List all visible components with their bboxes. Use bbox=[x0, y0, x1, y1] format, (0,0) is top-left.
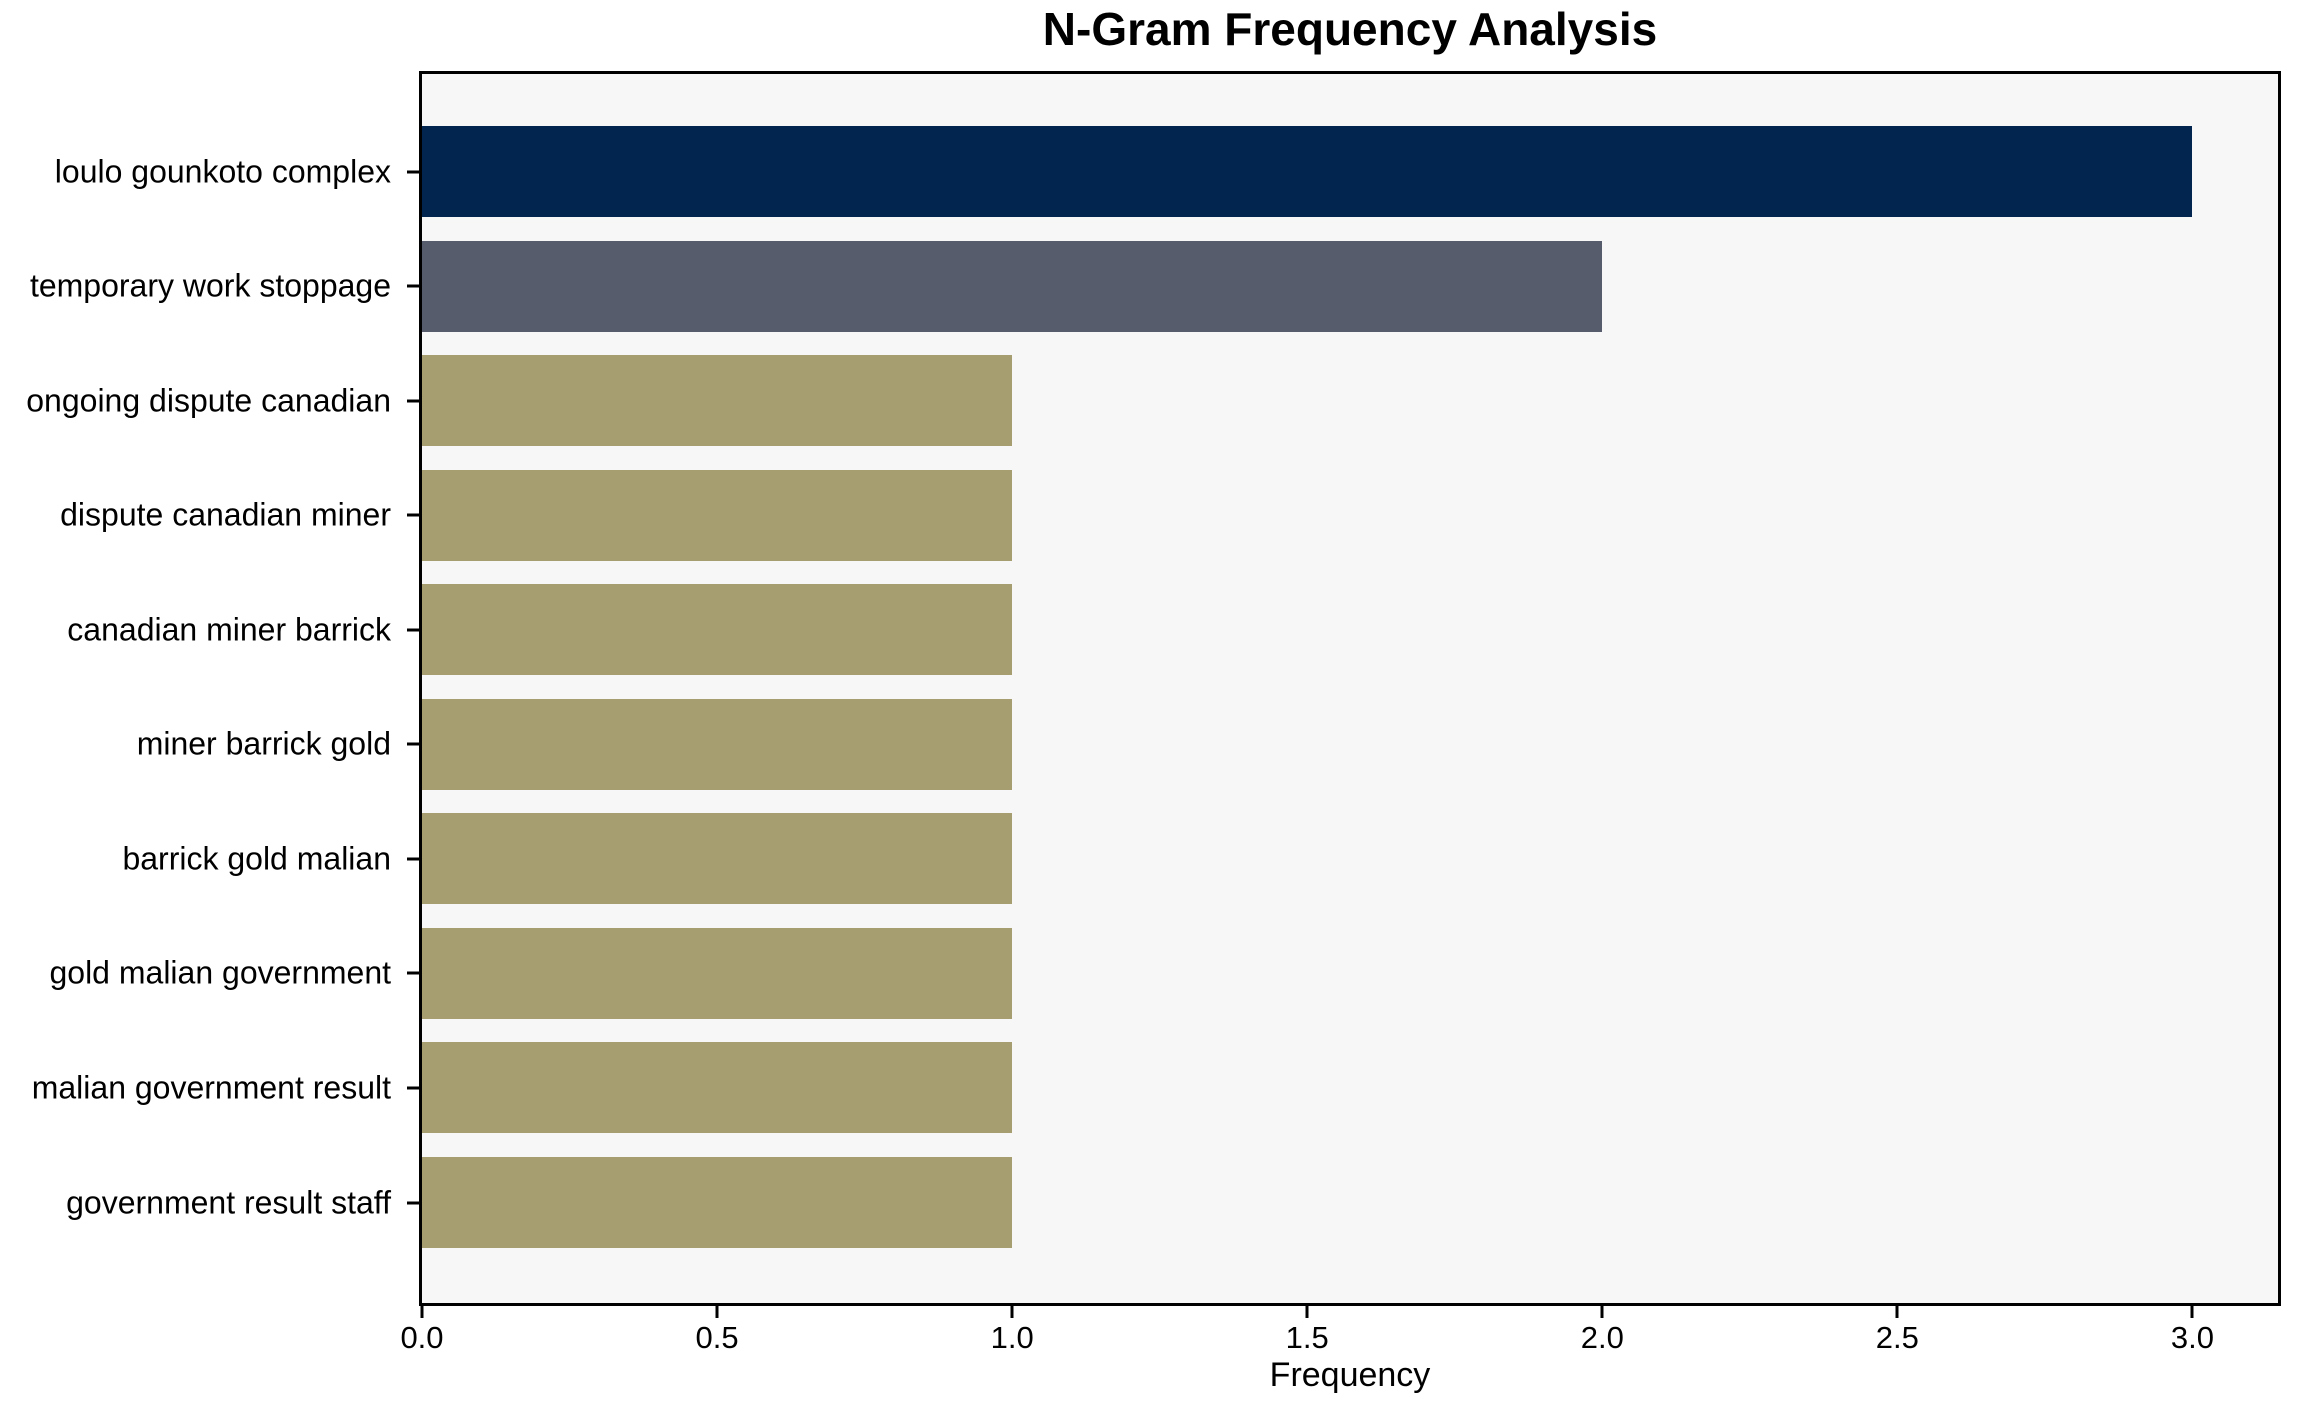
x-tick-mark bbox=[715, 1306, 719, 1318]
bar-canadian-miner-barrick bbox=[422, 584, 1013, 676]
y-tick-mark bbox=[407, 628, 419, 632]
x-tick-label: 0.0 bbox=[400, 1320, 444, 1355]
x-axis-title: Frequency bbox=[1269, 1356, 1431, 1394]
bar-gold-malian-government bbox=[422, 927, 1013, 1019]
y-tick-label: loulo gounkoto complex bbox=[54, 153, 391, 189]
bar-miner-barrick-gold bbox=[422, 698, 1013, 790]
y-tick-mark bbox=[407, 971, 419, 975]
x-tick-mark bbox=[1010, 1306, 1014, 1318]
bar-barrick-gold-malian bbox=[422, 813, 1013, 905]
y-tick-mark bbox=[407, 742, 419, 746]
y-axis-tick-marks bbox=[407, 74, 419, 1303]
y-tick-label: malian government result bbox=[31, 1069, 391, 1106]
y-tick-label: ongoing dispute canadian bbox=[26, 382, 391, 419]
y-tick-label: temporary work stoppage bbox=[29, 267, 391, 304]
y-tick-mark bbox=[407, 857, 419, 861]
bar-temporary-work-stoppage bbox=[422, 240, 1603, 332]
x-tick-label: 2.0 bbox=[1580, 1320, 1624, 1355]
bar-loulo-gounkoto-complex bbox=[422, 126, 2193, 217]
x-tick-label: 1.0 bbox=[990, 1320, 1034, 1355]
y-tick-label: canadian miner barrick bbox=[67, 611, 391, 648]
y-tick-mark bbox=[407, 1201, 419, 1204]
chart-title: N-Gram Frequency Analysis bbox=[1042, 3, 1658, 55]
y-tick-mark bbox=[407, 284, 419, 288]
x-tick-mark bbox=[2190, 1306, 2194, 1318]
bar-government-result-staff bbox=[422, 1157, 1013, 1248]
x-tick-mark bbox=[420, 1306, 424, 1318]
y-tick-mark bbox=[407, 513, 419, 517]
bar-malian-government-result bbox=[422, 1042, 1013, 1134]
x-tick-mark bbox=[1895, 1306, 1899, 1318]
bar-dispute-canadian-miner bbox=[422, 469, 1013, 561]
y-tick-mark bbox=[407, 170, 419, 173]
x-tick-label: 2.5 bbox=[1875, 1320, 1919, 1355]
x-tick-label: 1.5 bbox=[1285, 1320, 1329, 1355]
y-tick-label: miner barrick gold bbox=[136, 725, 391, 762]
y-tick-label: government result staff bbox=[66, 1184, 391, 1220]
y-axis-tick-labels: loulo gounkoto complex temporary work sto… bbox=[0, 74, 405, 1303]
y-tick-mark bbox=[407, 1086, 419, 1090]
x-axis: 0.0 0.5 1.0 1.5 2.0 2.5 3.0 bbox=[400, 1306, 2278, 1414]
x-tick-mark bbox=[1600, 1306, 1604, 1318]
x-tick-label: 3.0 bbox=[2170, 1320, 2214, 1355]
plot-area bbox=[419, 71, 2281, 1306]
x-tick-mark bbox=[1305, 1306, 1309, 1318]
y-tick-label: barrick gold malian bbox=[122, 840, 391, 877]
y-tick-label: dispute canadian miner bbox=[60, 496, 391, 533]
y-tick-mark bbox=[407, 399, 419, 403]
bar-ongoing-dispute-canadian bbox=[422, 355, 1013, 447]
x-tick-label: 0.5 bbox=[695, 1320, 739, 1355]
y-tick-label: gold malian government bbox=[49, 954, 391, 991]
